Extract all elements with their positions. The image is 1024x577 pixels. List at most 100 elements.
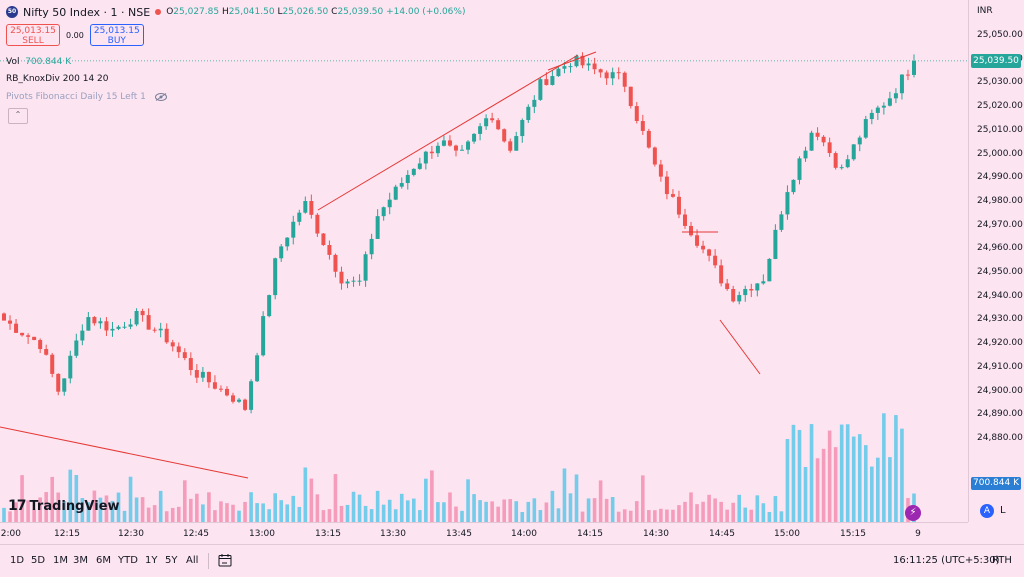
tradingview-logo-text: TradingView bbox=[29, 498, 120, 514]
chart-pane[interactable]: 50 Nifty 50 Index · 1 · NSE O25,027.85 H… bbox=[0, 0, 968, 522]
volume-bar bbox=[857, 434, 862, 522]
candle-body bbox=[357, 280, 362, 282]
candle-body bbox=[791, 179, 796, 193]
buy-button[interactable]: 25,013.15 BUY bbox=[89, 24, 144, 46]
volume-bar bbox=[900, 428, 904, 522]
volume-bar bbox=[381, 504, 386, 522]
volume-bar bbox=[399, 493, 404, 522]
candle-body bbox=[285, 237, 290, 247]
range-button-1d[interactable]: 1D bbox=[10, 555, 25, 566]
tradingview-logo[interactable]: 17 TradingView bbox=[8, 498, 120, 514]
candle-body bbox=[598, 69, 603, 73]
range-button-5y[interactable]: 5Y bbox=[165, 555, 178, 566]
candle-body bbox=[580, 55, 585, 66]
candle-body bbox=[743, 289, 748, 296]
price-axis-label: 24,950.00 bbox=[977, 267, 1023, 278]
calendar-icon[interactable] bbox=[218, 553, 232, 567]
range-button-1m[interactable]: 1M bbox=[53, 555, 68, 566]
volume-bar bbox=[339, 505, 344, 522]
volume-bar bbox=[556, 508, 561, 522]
range-button-5d[interactable]: 5D bbox=[31, 555, 46, 566]
volume-bar bbox=[369, 509, 374, 522]
volume-bar bbox=[261, 503, 265, 522]
market-status-dot bbox=[155, 9, 162, 15]
volume-bar bbox=[839, 424, 844, 522]
volume-bar bbox=[785, 439, 790, 522]
candle-body bbox=[682, 214, 687, 226]
candle-body bbox=[472, 133, 477, 142]
volume-bar bbox=[219, 501, 223, 522]
candle-body bbox=[779, 214, 784, 230]
volume-bar bbox=[647, 510, 651, 522]
log-scale-button[interactable]: L bbox=[1000, 505, 1006, 516]
eye-icon[interactable] bbox=[154, 92, 167, 101]
time-axis-label: 13:15 bbox=[315, 529, 341, 539]
trade-panel: 25,013.15 SELL 0.00 25,013.15 BUY bbox=[6, 24, 144, 46]
time-axis-label: 12:30 bbox=[118, 529, 144, 539]
candle-body bbox=[610, 72, 615, 79]
symbol-title[interactable]: Nifty 50 Index · 1 · NSE bbox=[23, 5, 151, 19]
range-button-1y[interactable]: 1Y bbox=[145, 555, 158, 566]
knoxdiv-indicator-legend[interactable]: RB_KnoxDiv 200 14 20 bbox=[6, 74, 109, 84]
session-toggle[interactable]: RTH bbox=[992, 555, 1012, 566]
trendline-lower bbox=[0, 426, 249, 479]
currency-label[interactable]: INR bbox=[977, 6, 993, 16]
trendline-upper bbox=[317, 54, 579, 211]
volume-bar bbox=[532, 498, 537, 522]
volume-bar bbox=[267, 509, 271, 522]
candle-body bbox=[640, 121, 645, 131]
volume-bar bbox=[225, 503, 229, 522]
candle-body bbox=[381, 207, 386, 217]
candle-body bbox=[767, 258, 772, 282]
candle-body bbox=[212, 382, 217, 389]
volume-bar bbox=[779, 511, 784, 522]
candle-body bbox=[478, 126, 483, 134]
candle-body bbox=[604, 72, 609, 79]
candle-body bbox=[68, 355, 73, 379]
volume-bar bbox=[466, 479, 470, 522]
volume-bar bbox=[321, 510, 326, 522]
volume-bar bbox=[38, 497, 42, 522]
candle-body bbox=[122, 326, 127, 328]
volume-bar bbox=[327, 509, 332, 522]
clock[interactable]: 16:11:25 (UTC+5:30) bbox=[893, 555, 1000, 566]
candle-body bbox=[158, 328, 163, 331]
candle-body bbox=[484, 118, 489, 127]
candle-body bbox=[74, 340, 79, 356]
candle-body bbox=[586, 63, 591, 66]
candle-body bbox=[80, 330, 85, 341]
volume-bar bbox=[502, 499, 506, 522]
sell-button[interactable]: 25,013.15 SELL bbox=[6, 24, 60, 46]
lightning-icon[interactable]: ⚡ bbox=[905, 505, 921, 521]
range-button-ytd[interactable]: YTD bbox=[118, 555, 138, 566]
price-chart[interactable] bbox=[0, 0, 968, 522]
chevron-up-icon[interactable]: ⌃ bbox=[8, 108, 28, 124]
volume-bar bbox=[98, 497, 103, 522]
candle-body bbox=[152, 329, 157, 331]
volume-bar bbox=[683, 501, 687, 522]
candle-body bbox=[755, 283, 760, 291]
volume-bar bbox=[454, 506, 458, 522]
candle-body bbox=[369, 238, 374, 255]
range-button-3m[interactable]: 3M bbox=[73, 555, 88, 566]
candle-body bbox=[628, 86, 633, 107]
price-axis[interactable]: INR 25,050.0025,040.0025,030.0025,020.00… bbox=[968, 0, 1024, 522]
candle-body bbox=[652, 147, 657, 165]
volume-bar bbox=[460, 510, 464, 522]
volume-bar bbox=[237, 510, 241, 522]
volume-bar bbox=[743, 507, 748, 522]
candle-body bbox=[176, 346, 181, 353]
price-axis-label: 24,880.00 bbox=[977, 433, 1023, 443]
range-button-all[interactable]: All bbox=[186, 555, 199, 566]
auto-scale-button[interactable]: A bbox=[980, 504, 994, 518]
volume-bar bbox=[496, 506, 500, 522]
volume-bar bbox=[424, 478, 428, 522]
candle-body bbox=[273, 258, 278, 296]
pivots-indicator-legend[interactable]: Pivots Fibonacci Daily 15 Left 1 bbox=[6, 92, 167, 102]
time-axis[interactable]: 12:00 12:15 12:30 12:45 13:00 13:15 13:30 13:45… bbox=[0, 522, 968, 545]
time-axis-label: 12:45 bbox=[183, 529, 209, 539]
range-button-6m[interactable]: 6M bbox=[96, 555, 111, 566]
volume-bar bbox=[405, 500, 410, 522]
volume-indicator-legend[interactable]: Vol 700.844 K bbox=[6, 57, 72, 67]
candle-body bbox=[327, 245, 332, 255]
